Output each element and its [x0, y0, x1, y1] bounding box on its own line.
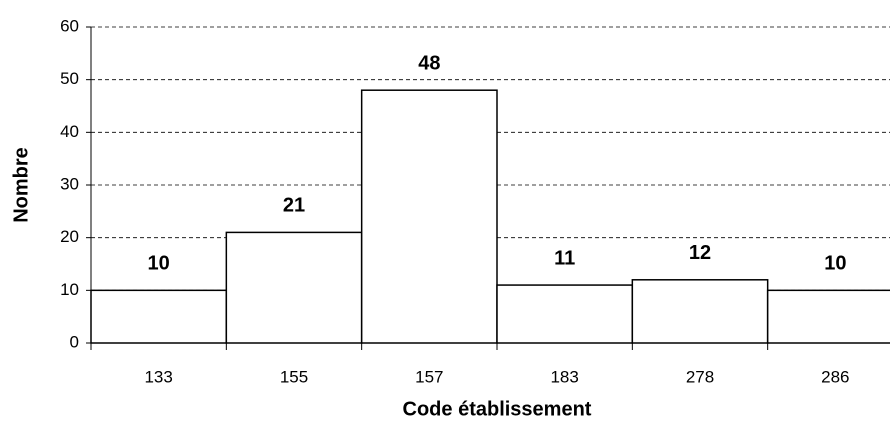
data-label: 21 [283, 195, 305, 217]
x-axis-title: Code établissement [403, 398, 592, 420]
bar [631, 279, 769, 344]
y-tick-label: 40 [60, 122, 79, 141]
y-tick-label: 0 [70, 332, 79, 351]
y-tick-label: 50 [60, 69, 79, 88]
y-axis-title: Nombre [10, 147, 32, 223]
bar [225, 231, 363, 344]
bar [496, 284, 634, 344]
data-label: 12 [689, 242, 711, 264]
data-label: 10 [824, 253, 846, 275]
bar [360, 89, 498, 344]
data-label: 48 [418, 52, 440, 74]
x-tick-label: 157 [415, 367, 443, 386]
x-tick-label: 286 [821, 367, 849, 386]
x-tick-label: 155 [280, 367, 308, 386]
data-label: 10 [148, 253, 170, 275]
y-tick-label: 10 [60, 280, 79, 299]
bar [766, 289, 890, 344]
y-tick-label: 20 [60, 227, 79, 246]
y-tick-label: 60 [60, 16, 79, 35]
x-tick-label: 133 [144, 367, 172, 386]
y-tick-label: 30 [60, 174, 79, 193]
data-label: 11 [554, 247, 575, 269]
x-tick-label: 183 [550, 367, 578, 386]
bar [90, 289, 228, 344]
x-tick-label: 278 [686, 367, 714, 386]
